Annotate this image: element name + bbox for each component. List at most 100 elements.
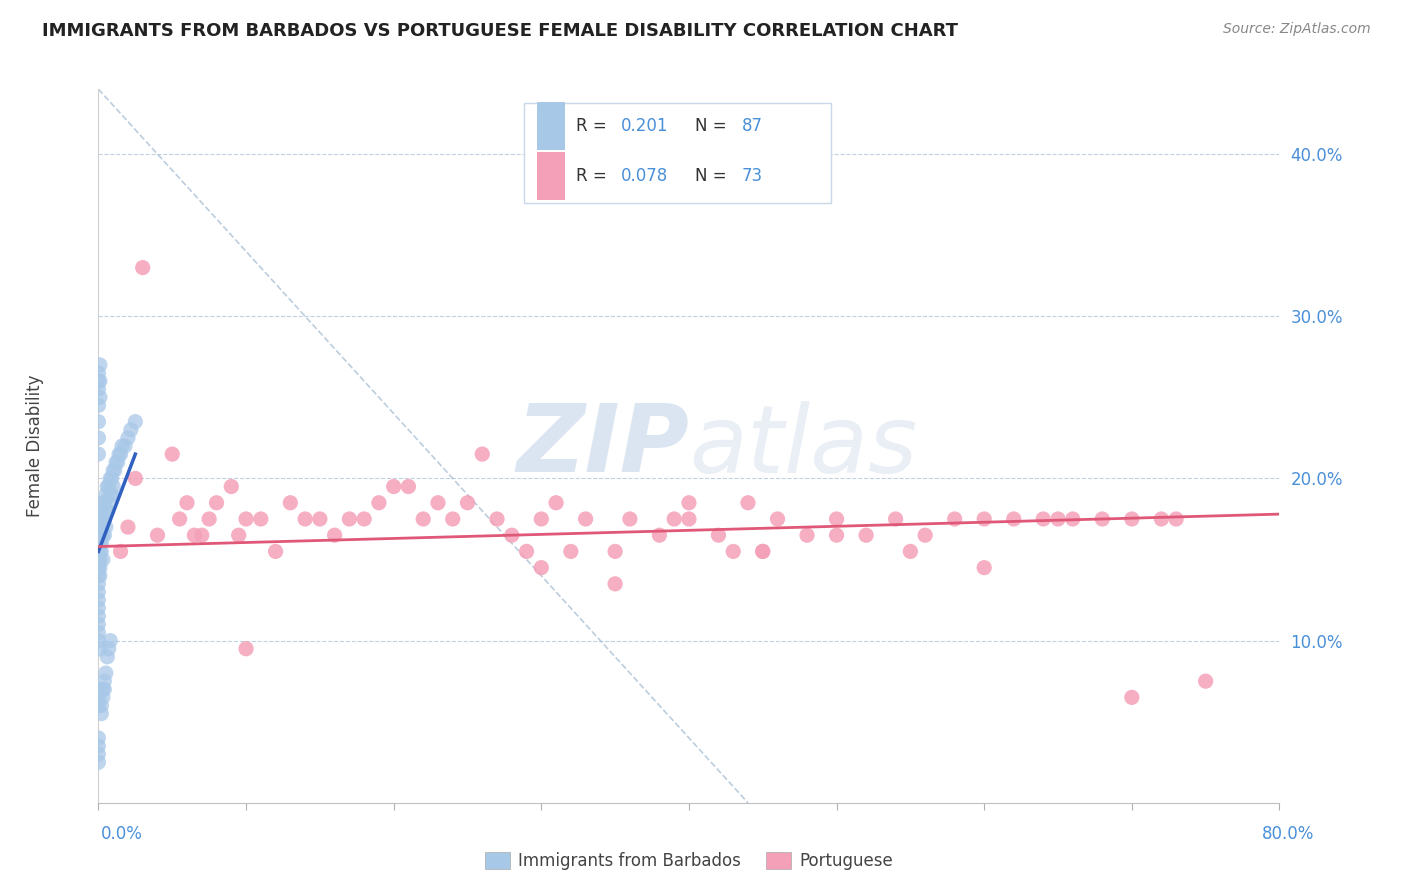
Point xyxy=(87,617,110,632)
Point xyxy=(1091,512,1114,526)
Point xyxy=(90,698,112,713)
Point xyxy=(124,471,146,485)
Point xyxy=(766,512,789,526)
Point xyxy=(382,479,405,493)
Point xyxy=(90,504,112,518)
Point xyxy=(396,479,419,493)
Point xyxy=(103,479,125,493)
Point xyxy=(89,544,111,558)
Point xyxy=(90,528,112,542)
Point xyxy=(1195,674,1218,689)
Point xyxy=(90,536,112,550)
Point xyxy=(89,536,111,550)
Point xyxy=(1032,512,1054,526)
Point xyxy=(110,544,132,558)
Point xyxy=(90,512,112,526)
Text: R =: R = xyxy=(575,117,612,135)
Point xyxy=(900,544,922,558)
Point xyxy=(87,731,110,745)
Point xyxy=(94,520,117,534)
Point xyxy=(108,447,131,461)
Point xyxy=(943,512,966,526)
Point xyxy=(914,528,936,542)
Point xyxy=(89,520,111,534)
Point xyxy=(105,455,128,469)
Point xyxy=(198,512,221,526)
Text: N =: N = xyxy=(695,167,731,185)
Point xyxy=(664,512,686,526)
Point xyxy=(162,447,183,461)
Point xyxy=(93,528,115,542)
Point xyxy=(973,560,995,574)
Point xyxy=(100,471,122,485)
Point xyxy=(235,512,257,526)
Point xyxy=(751,544,773,558)
Point xyxy=(111,439,134,453)
Point xyxy=(93,496,115,510)
Point xyxy=(530,512,553,526)
Point xyxy=(132,260,155,275)
Point xyxy=(309,512,332,526)
Point xyxy=(183,528,205,542)
FancyBboxPatch shape xyxy=(537,103,565,150)
Point xyxy=(176,496,198,510)
Text: 0.201: 0.201 xyxy=(620,117,668,135)
Point xyxy=(228,528,250,542)
Point xyxy=(124,415,146,429)
Point xyxy=(515,544,537,558)
Point xyxy=(87,698,110,713)
Point xyxy=(97,496,120,510)
Text: Source: ZipAtlas.com: Source: ZipAtlas.com xyxy=(1223,22,1371,37)
Point xyxy=(91,552,114,566)
Point xyxy=(93,674,115,689)
Point xyxy=(486,512,509,526)
Text: 87: 87 xyxy=(742,117,763,135)
Point xyxy=(87,625,110,640)
Point xyxy=(1150,512,1173,526)
Point xyxy=(87,585,110,599)
Point xyxy=(103,463,125,477)
Point xyxy=(117,520,139,534)
Point xyxy=(87,528,110,542)
Point xyxy=(648,528,671,542)
Point xyxy=(91,496,114,510)
Text: IMMIGRANTS FROM BARBADOS VS PORTUGUESE FEMALE DISABILITY CORRELATION CHART: IMMIGRANTS FROM BARBADOS VS PORTUGUESE F… xyxy=(42,22,957,40)
Text: 80.0%: 80.0% xyxy=(1263,825,1315,843)
Point xyxy=(107,455,129,469)
Point xyxy=(323,528,346,542)
Point xyxy=(1164,512,1187,526)
Point xyxy=(93,682,115,697)
Text: 0.078: 0.078 xyxy=(620,167,668,185)
Point xyxy=(87,609,110,624)
FancyBboxPatch shape xyxy=(523,103,831,203)
Point xyxy=(751,544,773,558)
Point xyxy=(456,496,478,510)
Point xyxy=(87,520,110,534)
Point xyxy=(471,447,494,461)
Point xyxy=(235,641,257,656)
Point xyxy=(89,552,111,566)
Point xyxy=(294,512,316,526)
Point xyxy=(560,544,582,558)
Point xyxy=(87,747,110,761)
Point xyxy=(90,706,112,721)
Point xyxy=(87,577,110,591)
Point xyxy=(104,463,127,477)
Point xyxy=(89,374,111,388)
Point xyxy=(530,560,553,574)
Point xyxy=(1046,512,1069,526)
Point xyxy=(87,756,110,770)
Text: R =: R = xyxy=(575,167,612,185)
Point xyxy=(87,560,110,574)
Point xyxy=(89,528,111,542)
Point xyxy=(441,512,464,526)
Point xyxy=(120,423,142,437)
Point xyxy=(96,649,118,664)
Point xyxy=(87,682,110,697)
Point xyxy=(96,504,118,518)
Point xyxy=(146,528,169,542)
Point xyxy=(100,488,122,502)
Point xyxy=(87,536,110,550)
Point xyxy=(87,552,110,566)
Point xyxy=(97,641,120,656)
